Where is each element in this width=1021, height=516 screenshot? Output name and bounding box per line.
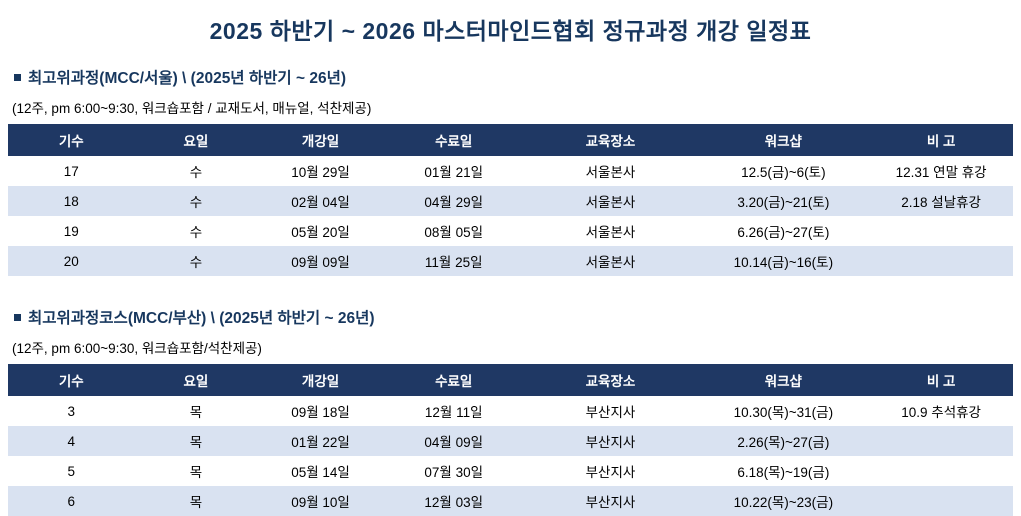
table-cell: 04월 09일: [424, 435, 484, 450]
table-cell: 3.20(금)~21(토): [737, 195, 830, 210]
table-cell: 19: [63, 223, 79, 239]
table-row: 3 목 09월 18일 12월 11일 부산지사 10.30(목)~31(금) 10.9 추…: [8, 396, 1013, 426]
table-cell: 서울본사: [585, 255, 636, 270]
table-cell: 5: [67, 463, 76, 479]
schedule-table-busan: 기수 요일 개강일 수료일 교육장소 워크샵 비 고 3 목 09월 18일 12월 11일 부산지…: [8, 364, 1013, 516]
table-cell: 05월 14일: [291, 465, 350, 480]
table-cell: [869, 426, 1013, 456]
table-cell: 17: [63, 163, 79, 179]
table-cell: 수: [189, 225, 203, 240]
column-header: 워크샵: [697, 124, 870, 156]
table-cell: 10.22(목)~23(금): [733, 495, 834, 510]
table-cell: 09월 18일: [291, 405, 350, 420]
table-cell: [869, 246, 1013, 276]
table-cell: 09월 10일: [291, 495, 350, 510]
table-cell: 10.9 추석휴강: [901, 405, 981, 420]
table-cell: 목: [189, 495, 203, 510]
table-cell: 18: [63, 193, 79, 209]
column-header: 개강일: [257, 364, 384, 396]
table-cell: 05월 20일: [291, 225, 350, 240]
table-cell: 목: [189, 435, 203, 450]
table-cell: 수: [189, 165, 203, 180]
section-heading-text: 최고위과정(MCC/서울) \ (2025년 하반기 ~ 26년): [28, 70, 346, 87]
table-cell: 10.14(금)~16(토): [733, 255, 834, 270]
table-row: 6 목 09월 10일 12월 03일 부산지사 10.22(목)~23(금): [8, 486, 1013, 516]
column-header: 비 고: [869, 124, 1013, 156]
bullet-icon: [14, 313, 21, 321]
section-subheading: (12주, pm 6:00~9:30, 워크숍포함/석찬제공): [12, 341, 262, 356]
column-header: 비 고: [869, 364, 1013, 396]
table-cell: 수: [189, 255, 203, 270]
column-header: 기수: [8, 124, 135, 156]
table-header-row: 기수 요일 개강일 수료일 교육장소 워크샵 비 고: [8, 124, 1013, 156]
table-row: 17 수 10월 29일 01월 21일 서울본사 12.5(금)~6(토) 12.31 연…: [8, 156, 1013, 186]
bullet-icon: [14, 73, 21, 81]
table-cell: 6: [67, 493, 76, 509]
table-cell: 목: [189, 405, 203, 420]
table-cell: 4: [67, 433, 76, 449]
table-cell: 11월 25일: [424, 255, 483, 270]
table-cell: 01월 21일: [424, 165, 484, 180]
table-cell: 3: [67, 403, 76, 419]
column-header: 교육장소: [523, 364, 698, 396]
table-cell: 부산지사: [585, 495, 636, 510]
schedule-table-seoul: 기수 요일 개강일 수료일 교육장소 워크샵 비 고 17 수 10월 29일 01월 21일 서울…: [8, 124, 1013, 276]
table-row: 4 목 01월 22일 04월 09일 부산지사 2.26(목)~27(금): [8, 426, 1013, 456]
column-header: 수료일: [383, 364, 524, 396]
table-cell: 04월 29일: [424, 195, 484, 210]
table-row: 18 수 02월 04일 04월 29일 서울본사 3.20(금)~21(토) 2.18 설…: [8, 186, 1013, 216]
table-cell: 부산지사: [585, 435, 636, 450]
table-cell: 2.26(목)~27(금): [737, 435, 830, 450]
table-cell: 2.18 설날휴강: [901, 195, 981, 210]
column-header: 교육장소: [523, 124, 698, 156]
table-cell: 수: [189, 195, 203, 210]
table-cell: 6.18(목)~19(금): [737, 465, 830, 480]
table-cell: 10.30(목)~31(금): [733, 405, 834, 420]
table-row: 19 수 05월 20일 08월 05일 서울본사 6.26(금)~27(토): [8, 216, 1013, 246]
table-cell: 20: [63, 253, 79, 269]
table-header-row: 기수 요일 개강일 수료일 교육장소 워크샵 비 고: [8, 364, 1013, 396]
column-header: 개강일: [257, 124, 384, 156]
table-cell: 12.5(금)~6(토): [741, 165, 826, 180]
column-header: 수료일: [383, 124, 524, 156]
table-cell: 10월 29일: [291, 165, 350, 180]
table-cell: [869, 456, 1013, 486]
table-cell: 서울본사: [585, 225, 636, 240]
table-cell: [869, 216, 1013, 246]
column-header: 요일: [134, 124, 258, 156]
column-header: 기수: [8, 364, 135, 396]
column-header: 요일: [134, 364, 258, 396]
section-heading: 최고위과정(MCC/서울) \ (2025년 하반기 ~ 26년): [14, 66, 1013, 88]
table-cell: 08월 05일: [424, 225, 484, 240]
section-heading-text: 최고위과정코스(MCC/부산) \ (2025년 하반기 ~ 26년): [28, 310, 375, 327]
table-cell: 서울본사: [585, 195, 636, 210]
table-cell: 01월 22일: [291, 435, 350, 450]
section-heading: 최고위과정코스(MCC/부산) \ (2025년 하반기 ~ 26년): [14, 306, 1013, 328]
table-cell: 12월 11일: [424, 405, 483, 420]
table-row: 20 수 09월 09일 11월 25일 서울본사 10.14(금)~16(토): [8, 246, 1013, 276]
page-title: 2025 하반기 ~ 2026 마스터마인드협회 정규과정 개강 일정표: [209, 18, 812, 44]
table-cell: 02월 04일: [291, 195, 350, 210]
table-cell: 07월 30일: [424, 465, 484, 480]
section-mcc-seoul: 최고위과정(MCC/서울) \ (2025년 하반기 ~ 26년) (12주, …: [8, 66, 1013, 276]
table-body: 17 수 10월 29일 01월 21일 서울본사 12.5(금)~6(토) 12.31 연…: [8, 156, 1013, 276]
table-cell: 목: [189, 465, 203, 480]
table-cell: [869, 486, 1013, 516]
table-row: 5 목 05월 14일 07월 30일 부산지사 6.18(목)~19(금): [8, 456, 1013, 486]
table-cell: 부산지사: [585, 465, 636, 480]
table-body: 3 목 09월 18일 12월 11일 부산지사 10.30(목)~31(금) 10.9 추…: [8, 396, 1013, 516]
table-cell: 서울본사: [585, 165, 636, 180]
section-subheading: (12주, pm 6:00~9:30, 워크숍포함 / 교재도서, 매뉴얼, 석…: [12, 101, 372, 116]
table-cell: 부산지사: [585, 405, 636, 420]
table-cell: 12월 03일: [424, 495, 484, 510]
column-header: 워크샵: [697, 364, 870, 396]
table-cell: 12.31 연말 휴강: [895, 165, 987, 180]
table-cell: 6.26(금)~27(토): [737, 225, 830, 240]
table-cell: 09월 09일: [291, 255, 350, 270]
